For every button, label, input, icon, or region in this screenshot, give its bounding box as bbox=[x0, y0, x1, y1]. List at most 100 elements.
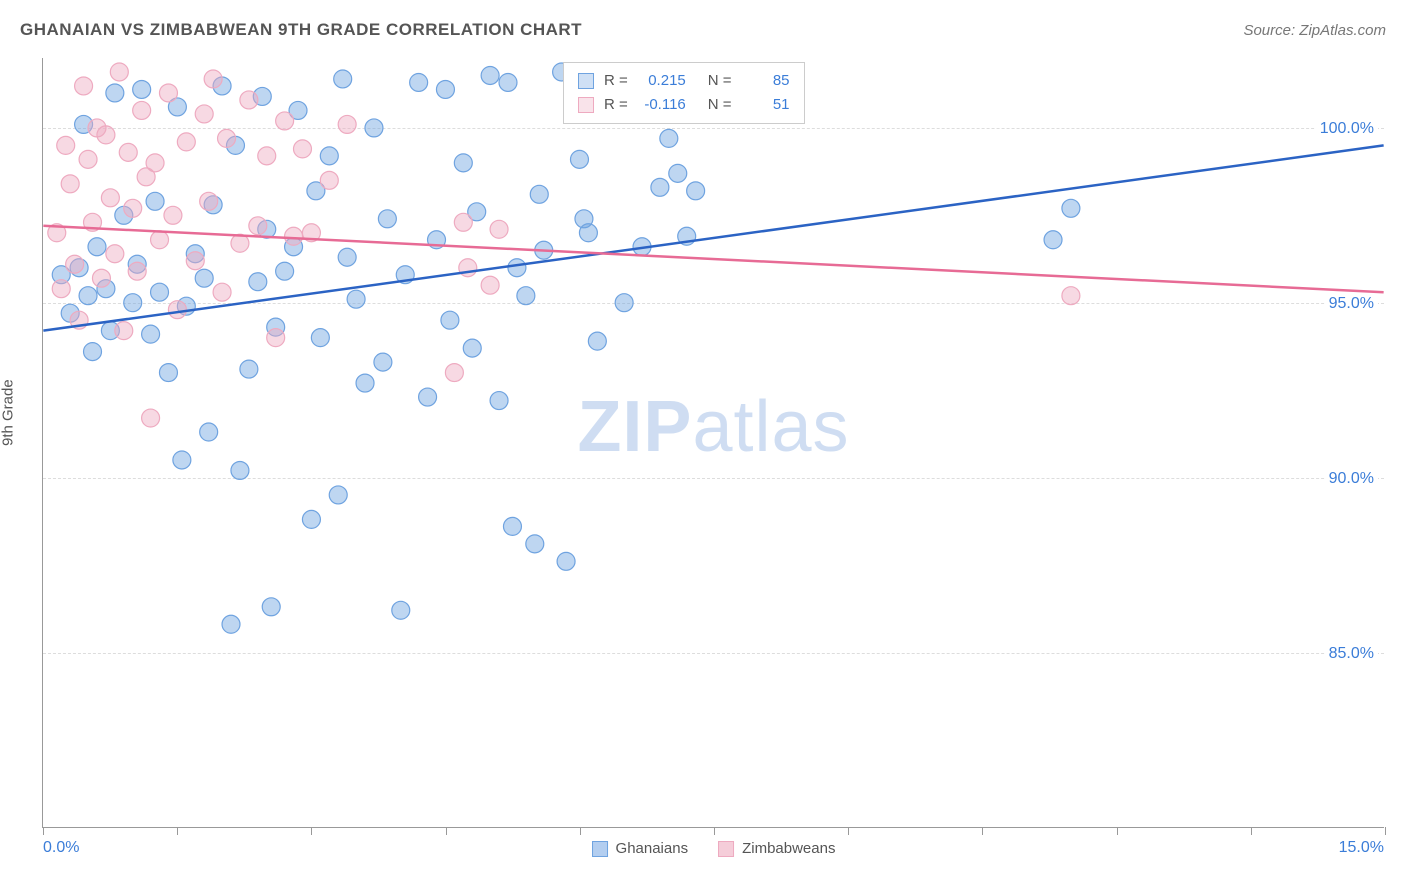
scatter-point bbox=[490, 220, 508, 238]
scatter-point bbox=[302, 510, 320, 528]
scatter-point bbox=[503, 517, 521, 535]
legend-n-value: 85 bbox=[742, 69, 790, 93]
scatter-point bbox=[142, 409, 160, 427]
scatter-point bbox=[164, 206, 182, 224]
legend-label: Zimbabweans bbox=[742, 840, 835, 857]
scatter-point bbox=[75, 77, 93, 95]
legend-label: Ghanaians bbox=[616, 840, 689, 857]
scatter-point bbox=[124, 294, 142, 312]
scatter-point bbox=[240, 91, 258, 109]
scatter-point bbox=[329, 486, 347, 504]
x-label-min: 0.0% bbox=[43, 839, 79, 857]
stats-legend-row: R =0.215N =85 bbox=[578, 69, 790, 93]
x-tick bbox=[43, 827, 44, 835]
scatter-point bbox=[445, 364, 463, 382]
scatter-point bbox=[334, 70, 352, 88]
scatter-point bbox=[687, 182, 705, 200]
scatter-point bbox=[276, 112, 294, 130]
scatter-point bbox=[441, 311, 459, 329]
scatter-point bbox=[218, 129, 236, 147]
scatter-point bbox=[133, 80, 151, 98]
scatter-point bbox=[1062, 199, 1080, 217]
scatter-point bbox=[454, 154, 472, 172]
trend-line bbox=[43, 226, 1383, 292]
scatter-point bbox=[142, 325, 160, 343]
plot-area: 100.0%95.0%90.0%85.0%0.0%15.0%ZIPatlasR … bbox=[42, 58, 1384, 828]
chart-title: GHANAIAN VS ZIMBABWEAN 9TH GRADE CORRELA… bbox=[20, 20, 582, 40]
scatter-point bbox=[436, 80, 454, 98]
scatter-point bbox=[124, 199, 142, 217]
chart-source: Source: ZipAtlas.com bbox=[1243, 22, 1386, 39]
scatter-point bbox=[1044, 231, 1062, 249]
scatter-point bbox=[204, 70, 222, 88]
stats-legend-row: R =-0.116N =51 bbox=[578, 93, 790, 117]
legend-r-label: R = bbox=[604, 93, 628, 117]
scatter-point bbox=[133, 101, 151, 119]
scatter-point bbox=[84, 343, 102, 361]
scatter-point bbox=[419, 388, 437, 406]
x-tick bbox=[311, 827, 312, 835]
scatter-point bbox=[101, 189, 119, 207]
scatter-point bbox=[213, 283, 231, 301]
scatter-point bbox=[378, 210, 396, 228]
scatter-point bbox=[110, 63, 128, 81]
scatter-point bbox=[168, 301, 186, 319]
scatter-point bbox=[651, 178, 669, 196]
scatter-point bbox=[186, 252, 204, 270]
legend-n-label: N = bbox=[708, 69, 732, 93]
scatter-point bbox=[151, 283, 169, 301]
scatter-point bbox=[57, 136, 75, 154]
scatter-point bbox=[267, 329, 285, 347]
scatter-point bbox=[79, 150, 97, 168]
x-tick bbox=[982, 827, 983, 835]
scatter-point bbox=[481, 276, 499, 294]
scatter-point bbox=[365, 119, 383, 137]
scatter-point bbox=[195, 105, 213, 123]
scatter-point bbox=[92, 269, 110, 287]
scatter-point bbox=[159, 364, 177, 382]
scatter-point bbox=[249, 273, 267, 291]
scatter-point bbox=[61, 175, 79, 193]
legend-n-value: 51 bbox=[742, 93, 790, 117]
scatter-point bbox=[660, 129, 678, 147]
series-legend-item: Zimbabweans bbox=[718, 840, 835, 857]
chart-area: 100.0%95.0%90.0%85.0%0.0%15.0%ZIPatlasR … bbox=[42, 58, 1384, 828]
series-legend: Ghanaians Zimbabweans bbox=[592, 840, 836, 857]
scatter-point bbox=[669, 164, 687, 182]
scatter-point bbox=[293, 140, 311, 158]
x-tick bbox=[848, 827, 849, 835]
scatter-point bbox=[258, 147, 276, 165]
scatter-point bbox=[490, 392, 508, 410]
scatter-point bbox=[588, 332, 606, 350]
scatter-point bbox=[222, 615, 240, 633]
x-tick bbox=[446, 827, 447, 835]
scatter-point bbox=[463, 339, 481, 357]
series-legend-item: Ghanaians bbox=[592, 840, 689, 857]
scatter-point bbox=[347, 290, 365, 308]
scatter-point bbox=[52, 280, 70, 298]
scatter-point bbox=[311, 329, 329, 347]
scatter-point bbox=[320, 147, 338, 165]
scatter-point bbox=[374, 353, 392, 371]
legend-swatch bbox=[578, 97, 594, 113]
legend-r-value: 0.215 bbox=[638, 69, 686, 93]
x-tick bbox=[1385, 827, 1386, 835]
scatter-point bbox=[499, 73, 517, 91]
legend-swatch bbox=[578, 73, 594, 89]
x-tick bbox=[1251, 827, 1252, 835]
stats-legend: R = 0.215 N = 85R =-0.116N =51 bbox=[563, 62, 805, 124]
scatter-point bbox=[200, 192, 218, 210]
scatter-point bbox=[392, 601, 410, 619]
scatter-point bbox=[97, 126, 115, 144]
scatter-svg bbox=[43, 58, 1384, 827]
scatter-point bbox=[177, 133, 195, 151]
scatter-point bbox=[106, 84, 124, 102]
scatter-point bbox=[285, 227, 303, 245]
x-tick bbox=[580, 827, 581, 835]
scatter-point bbox=[557, 552, 575, 570]
scatter-point bbox=[454, 213, 472, 231]
scatter-point bbox=[128, 262, 146, 280]
scatter-point bbox=[338, 248, 356, 266]
scatter-point bbox=[159, 84, 177, 102]
scatter-point bbox=[410, 73, 428, 91]
